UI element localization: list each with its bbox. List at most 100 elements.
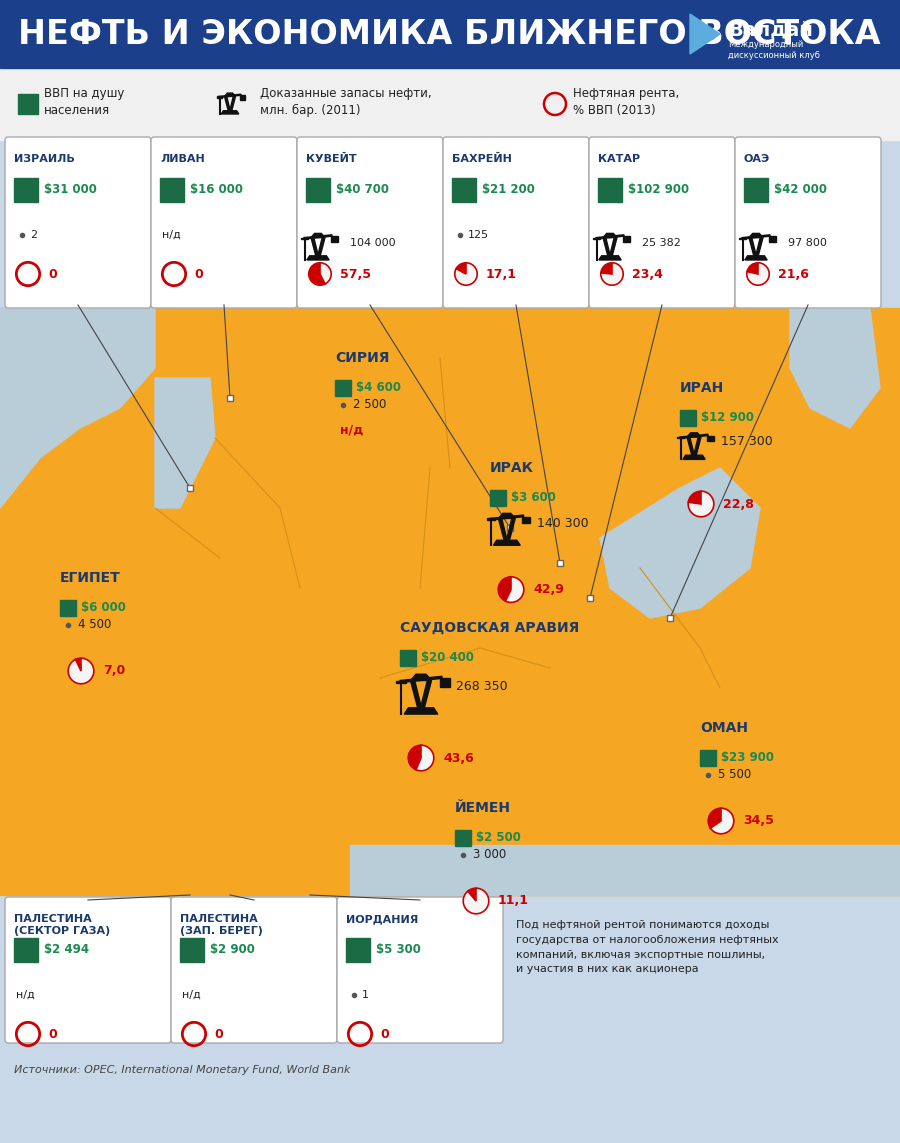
Bar	[18, 94, 38, 114]
Polygon shape	[330, 237, 338, 242]
Bar	[744, 178, 768, 202]
Polygon shape	[694, 437, 701, 455]
FancyBboxPatch shape	[337, 897, 503, 1044]
Text: 4 500: 4 500	[78, 618, 112, 631]
Text: Доказанные запасы нефти,
млн. бар. (2011): Доказанные запасы нефти, млн. бар. (2011…	[260, 87, 432, 117]
Polygon shape	[219, 94, 241, 97]
Polygon shape	[742, 234, 770, 239]
Bar	[400, 650, 416, 666]
Wedge shape	[464, 888, 489, 913]
Text: 157 300: 157 300	[721, 434, 772, 448]
Polygon shape	[680, 434, 708, 439]
Polygon shape	[507, 519, 515, 541]
Text: 0: 0	[214, 1028, 223, 1040]
Wedge shape	[688, 491, 701, 504]
Bar	[700, 750, 716, 766]
Text: ВВП на душу
населения: ВВП на душу населения	[44, 87, 124, 117]
FancyBboxPatch shape	[589, 137, 735, 307]
Text: 104 000: 104 000	[350, 238, 396, 248]
Polygon shape	[690, 14, 720, 54]
Text: $3 600: $3 600	[511, 491, 556, 504]
Text: $2 494: $2 494	[44, 943, 89, 957]
Text: 140 300: 140 300	[537, 517, 589, 530]
Bar	[346, 938, 370, 962]
Text: $20 400: $20 400	[421, 652, 474, 664]
Polygon shape	[302, 238, 308, 239]
Bar	[598, 178, 622, 202]
Text: 7,0: 7,0	[103, 664, 125, 678]
Text: н/д: н/д	[182, 990, 201, 1000]
Polygon shape	[683, 455, 706, 459]
Polygon shape	[230, 96, 236, 111]
Wedge shape	[506, 577, 524, 602]
Polygon shape	[593, 238, 600, 239]
Text: КУВЕЙТ: КУВЕЙТ	[306, 154, 356, 165]
Polygon shape	[749, 238, 756, 256]
Text: ОМАН: ОМАН	[700, 721, 748, 735]
Polygon shape	[410, 680, 421, 708]
Bar	[0, 307, 900, 895]
Text: БАХРЕЙН: БАХРЕЙН	[452, 154, 512, 165]
Text: 0: 0	[380, 1028, 389, 1040]
Polygon shape	[224, 93, 236, 96]
Text: $16 000: $16 000	[190, 184, 243, 197]
Polygon shape	[400, 677, 442, 682]
Text: 268 350: 268 350	[456, 680, 508, 694]
Polygon shape	[155, 378, 215, 507]
Text: 125: 125	[468, 230, 489, 240]
Polygon shape	[706, 435, 714, 441]
Text: ПАЛЕСТИНА
(СЕКТОР ГАЗА): ПАЛЕСТИНА (СЕКТОР ГАЗА)	[14, 914, 110, 936]
Polygon shape	[687, 433, 701, 437]
Text: 0: 0	[48, 1028, 57, 1040]
Text: 5 500: 5 500	[718, 768, 752, 782]
Wedge shape	[76, 658, 81, 671]
Polygon shape	[240, 95, 246, 99]
Bar	[680, 410, 696, 426]
Text: $4 600: $4 600	[356, 382, 401, 394]
Polygon shape	[318, 238, 325, 256]
Wedge shape	[416, 745, 434, 770]
Bar	[160, 178, 184, 202]
Polygon shape	[487, 519, 495, 520]
Polygon shape	[493, 541, 520, 545]
Polygon shape	[790, 307, 880, 427]
Bar	[490, 490, 506, 506]
FancyBboxPatch shape	[5, 137, 151, 307]
Text: ИРАК: ИРАК	[490, 461, 534, 475]
Polygon shape	[0, 307, 155, 507]
FancyBboxPatch shape	[735, 137, 881, 307]
Polygon shape	[499, 519, 507, 541]
Text: $6 000: $6 000	[81, 601, 126, 615]
Wedge shape	[747, 263, 770, 286]
Wedge shape	[601, 263, 612, 274]
Text: 42,9: 42,9	[533, 583, 564, 597]
Text: Международный
дискуссионный клуб: Международный дискуссионный клуб	[728, 40, 820, 61]
Polygon shape	[749, 233, 763, 238]
Polygon shape	[739, 238, 746, 239]
Polygon shape	[745, 256, 767, 259]
Bar	[455, 830, 471, 846]
Bar	[14, 178, 38, 202]
Wedge shape	[710, 808, 734, 833]
Text: ЛИВАН: ЛИВАН	[160, 154, 205, 163]
Wedge shape	[499, 577, 511, 601]
Polygon shape	[420, 680, 431, 708]
Polygon shape	[687, 437, 694, 455]
Polygon shape	[304, 234, 332, 239]
Text: $42 000: $42 000	[774, 184, 827, 197]
Wedge shape	[468, 888, 476, 901]
Polygon shape	[756, 238, 763, 256]
Text: $5 300: $5 300	[376, 943, 421, 957]
Bar	[0, 67, 900, 139]
Polygon shape	[307, 256, 329, 259]
Bar	[14, 938, 38, 962]
Text: 43,6: 43,6	[443, 751, 473, 765]
Polygon shape	[769, 237, 776, 242]
Text: 22,8: 22,8	[723, 497, 754, 511]
Wedge shape	[456, 263, 466, 274]
Wedge shape	[747, 263, 758, 274]
Text: 17,1: 17,1	[486, 267, 517, 280]
Text: $12 900: $12 900	[701, 411, 754, 424]
Text: САУДОВСКАЯ АРАВИЯ: САУДОВСКАЯ АРАВИЯ	[400, 621, 580, 636]
Polygon shape	[522, 517, 530, 523]
